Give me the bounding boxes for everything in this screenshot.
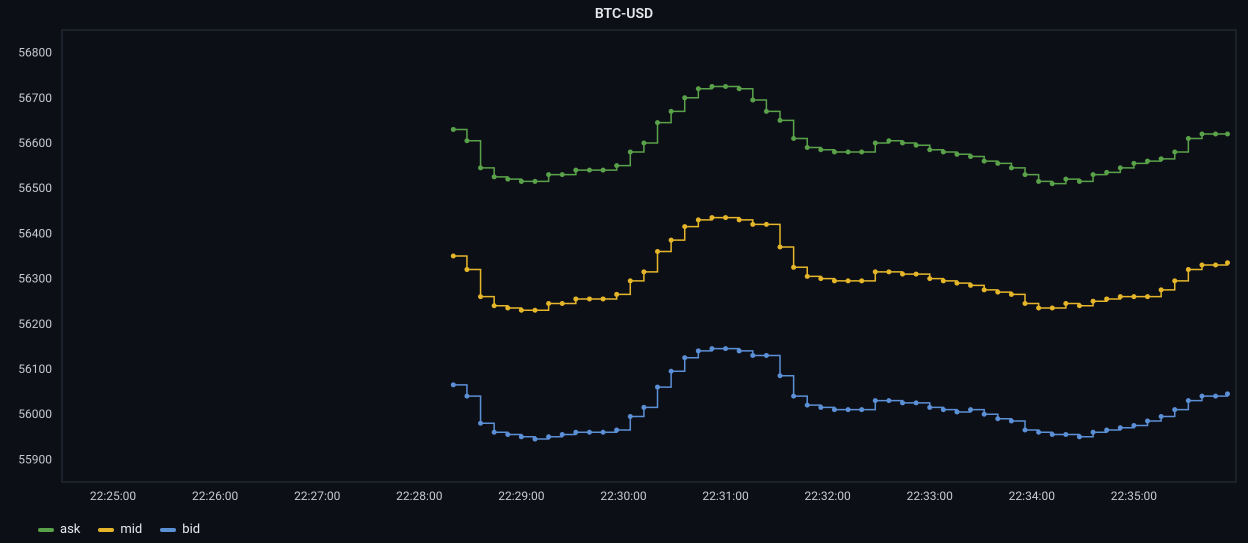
svg-text:22:25:00: 22:25:00 xyxy=(90,489,137,503)
legend-item-bid[interactable]: bid xyxy=(160,522,200,537)
series-markers-mid xyxy=(451,215,1230,313)
legend-item-ask[interactable]: ask xyxy=(38,522,80,537)
svg-text:22:27:00: 22:27:00 xyxy=(294,489,341,503)
svg-text:56000: 56000 xyxy=(18,407,52,421)
svg-text:55900: 55900 xyxy=(18,452,52,466)
legend-label: ask xyxy=(60,522,80,537)
chart-svg[interactable]: 55900 56000 56100 56200 56300 56400 56500 56600… xyxy=(0,0,1248,543)
svg-text:22:30:00: 22:30:00 xyxy=(600,489,647,503)
svg-text:22:35:00: 22:35:00 xyxy=(1111,489,1158,503)
svg-text:56700: 56700 xyxy=(18,91,52,105)
series-line-ask xyxy=(453,87,1227,184)
svg-text:56300: 56300 xyxy=(18,272,52,286)
svg-text:22:33:00: 22:33:00 xyxy=(907,489,954,503)
series-line-mid xyxy=(453,218,1227,311)
legend-label: mid xyxy=(120,522,142,537)
series-markers-bid xyxy=(451,346,1230,441)
series-line-bid xyxy=(453,349,1227,439)
chart-panel: BTC-USD 55900560005610056200563005640056… xyxy=(0,0,1248,543)
svg-text:56200: 56200 xyxy=(18,317,52,331)
legend: ask mid bid xyxy=(38,522,200,537)
svg-text:56600: 56600 xyxy=(18,136,52,150)
series-markers-ask xyxy=(451,84,1230,186)
svg-text:56500: 56500 xyxy=(18,181,52,195)
svg-text:22:34:00: 22:34:00 xyxy=(1009,489,1056,503)
svg-text:22:28:00: 22:28:00 xyxy=(396,489,443,503)
svg-text:22:32:00: 22:32:00 xyxy=(805,489,852,503)
legend-swatch-mid xyxy=(98,528,114,532)
svg-text:56100: 56100 xyxy=(18,362,52,376)
svg-text:22:29:00: 22:29:00 xyxy=(498,489,545,503)
svg-text:22:31:00: 22:31:00 xyxy=(702,489,749,503)
legend-swatch-ask xyxy=(38,528,54,532)
svg-text:56800: 56800 xyxy=(18,46,52,60)
legend-label: bid xyxy=(182,522,200,537)
legend-item-mid[interactable]: mid xyxy=(98,522,142,537)
legend-swatch-bid xyxy=(160,528,176,532)
svg-text:56400: 56400 xyxy=(18,226,52,240)
svg-text:22:26:00: 22:26:00 xyxy=(192,489,239,503)
